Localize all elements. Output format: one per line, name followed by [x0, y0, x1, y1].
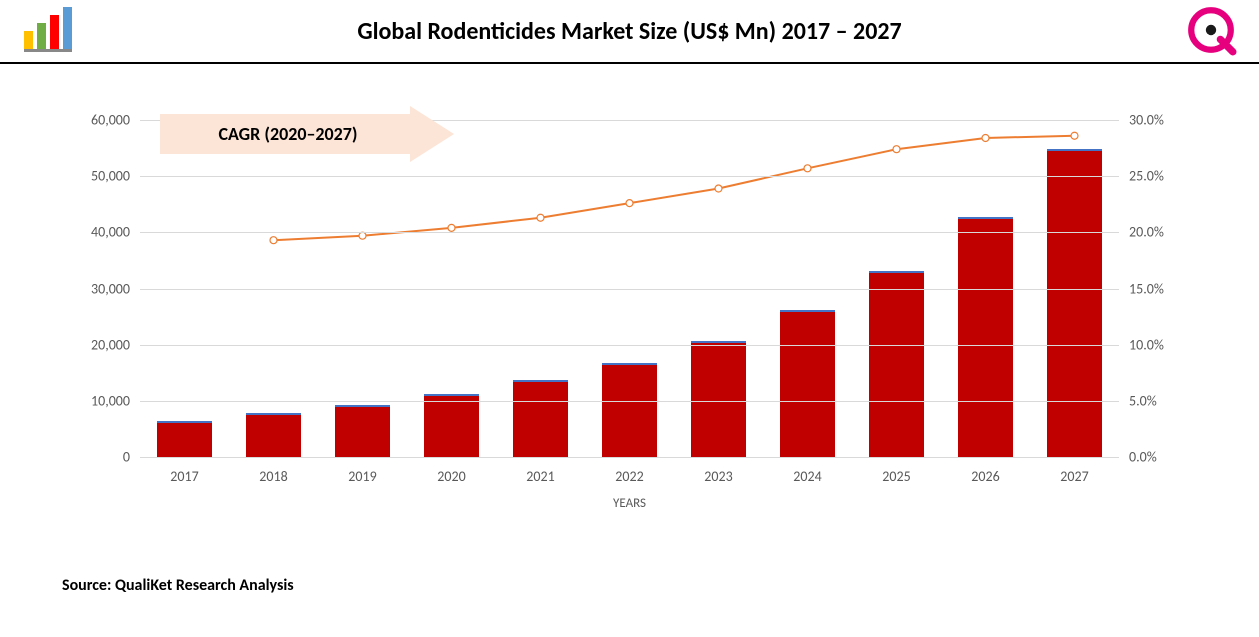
y-left-tick-label: 30,000: [70, 280, 130, 297]
cagr-callout: CAGR (2020–2027): [160, 106, 454, 162]
grid-line: [140, 289, 1119, 290]
y-left-tick-label: 60,000: [70, 112, 130, 129]
bar: [335, 405, 390, 457]
x-tick-label: 2018: [229, 468, 318, 485]
y-right-tick-label: 5.0%: [1129, 392, 1189, 409]
bar: [691, 341, 746, 457]
y-right-tick-label: 25.0%: [1129, 168, 1189, 185]
plot-area: 2017201820192020202120222023202420252026…: [140, 120, 1119, 457]
x-tick-label: 2024: [763, 468, 852, 485]
bar: [602, 363, 657, 457]
cagr-arrow-head-icon: [410, 106, 454, 162]
qualiket-logo-icon: [1185, 4, 1237, 56]
bar: [1047, 149, 1102, 457]
y-left-tick-label: 20,000: [70, 336, 130, 353]
x-tick-label: 2022: [585, 468, 674, 485]
y-left-tick-label: 0: [70, 449, 130, 466]
grid-line: [140, 176, 1119, 177]
y-right-tick-label: 10.0%: [1129, 336, 1189, 353]
grid-line: [140, 457, 1119, 458]
bar: [780, 310, 835, 457]
y-left-tick-label: 50,000: [70, 168, 130, 185]
x-tick-label: 2019: [318, 468, 407, 485]
x-axis-title: YEARS: [140, 496, 1119, 511]
page-title: Global Rodenticides Market Size (US$ Mn)…: [0, 17, 1259, 46]
y-right-tick-label: 30.0%: [1129, 112, 1189, 129]
x-tick-label: 2027: [1030, 468, 1119, 485]
cagr-label: CAGR (2020–2027): [160, 114, 410, 154]
bar: [157, 421, 212, 458]
x-tick-label: 2023: [674, 468, 763, 485]
y-right-tick-label: 20.0%: [1129, 224, 1189, 241]
bar: [958, 217, 1013, 457]
grid-line: [140, 345, 1119, 346]
bar: [246, 413, 301, 457]
y-left-tick-label: 40,000: [70, 224, 130, 241]
x-tick-label: 2020: [407, 468, 496, 485]
source-attribution: Source: QualiKet Research Analysis: [62, 576, 294, 595]
x-tick-label: 2017: [140, 468, 229, 485]
x-tick-label: 2026: [941, 468, 1030, 485]
y-right-tick-label: 0.0%: [1129, 449, 1189, 466]
y-right-tick-label: 15.0%: [1129, 280, 1189, 297]
bar: [869, 271, 924, 457]
grid-line: [140, 401, 1119, 402]
x-tick-label: 2025: [852, 468, 941, 485]
bar: [513, 380, 568, 457]
x-tick-label: 2021: [496, 468, 585, 485]
chart-container: CAGR (2020–2027) 20172018201920202021202…: [60, 90, 1199, 517]
bar: [424, 394, 479, 457]
y-left-tick-label: 10,000: [70, 392, 130, 409]
grid-line: [140, 232, 1119, 233]
